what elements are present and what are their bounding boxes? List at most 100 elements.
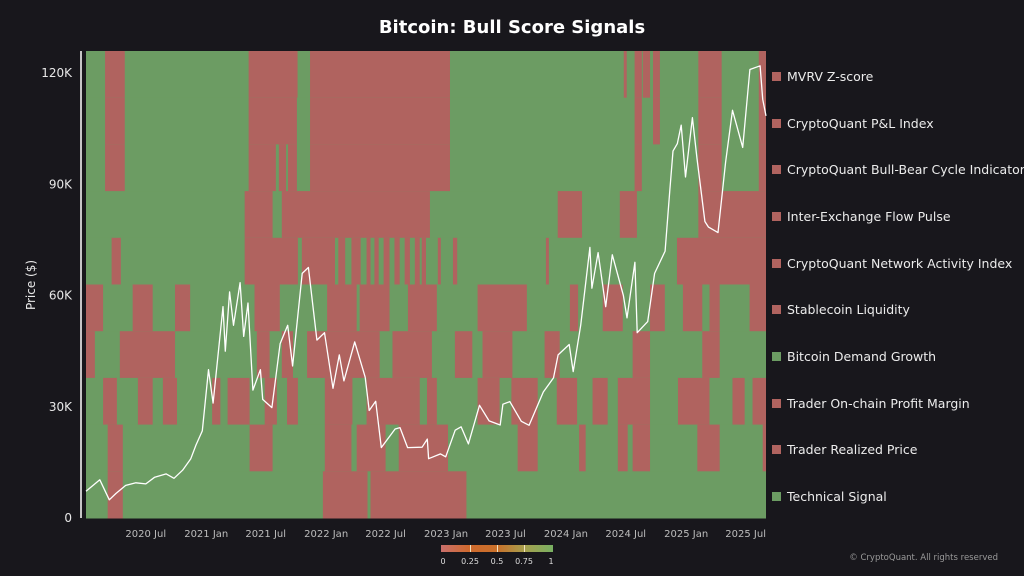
y-tick-label: 90K: [49, 177, 73, 191]
x-tick-label: 2021 Jul: [245, 529, 286, 540]
x-tick-label: 2025 Jul: [725, 529, 766, 540]
legend-marker: [772, 71, 781, 81]
legend-item[interactable]: CryptoQuant Bull-Bear Cycle Indicator: [772, 160, 1024, 180]
x-tick-label: 2024 Jan: [544, 529, 588, 540]
legend-label: CryptoQuant Bull-Bear Cycle Indicator: [787, 162, 1024, 178]
heatmap-cell: [758, 144, 766, 192]
legend-item[interactable]: Trader On-chain Profit Margin: [772, 393, 970, 413]
heatmap-cell: [254, 284, 280, 332]
heatmap-cell: [421, 237, 426, 285]
heatmap-cell: [322, 471, 368, 519]
heatmap-cell: [356, 424, 386, 472]
colorbar-tick-label: 0.25: [461, 557, 479, 566]
heatmap-cell: [414, 237, 420, 285]
legend-marker: [772, 305, 781, 315]
heatmap-cell: [374, 237, 379, 285]
heatmap-cell: [327, 284, 357, 332]
heatmap-cell: [351, 237, 361, 285]
heatmap-cell: [702, 331, 720, 379]
x-ticks: 2020 Jul 2021 Jan 2021 Jul 2022 Jan 2022 Jul…: [125, 529, 766, 540]
heatmap-cell: [86, 284, 104, 332]
heatmap-cell: [256, 331, 270, 379]
legend-label: CryptoQuant P&L Index: [787, 115, 934, 131]
heatmap-cell: [248, 97, 297, 145]
heatmap-cell: [301, 237, 336, 285]
heatmap-cell: [632, 331, 651, 379]
chart-title: Bitcoin: Bull Score Signals: [378, 17, 646, 38]
legend-item[interactable]: Bitcoin Demand Growth: [772, 347, 936, 367]
heatmap-cell: [383, 237, 390, 285]
legend-item[interactable]: Trader Realized Price: [772, 440, 917, 460]
legend-label: Stablecoin Liquidity: [787, 302, 910, 318]
heatmap-cell: [366, 237, 371, 285]
heatmap-cell: [392, 331, 432, 379]
price-line: [85, 65, 767, 501]
heatmap-cell: [366, 377, 420, 426]
y-tick-label: 60K: [49, 289, 73, 303]
legend-item[interactable]: CryptoQuant Network Activity Index: [772, 253, 1012, 273]
heatmap-cell: [86, 331, 95, 379]
heatmap-cell: [758, 51, 766, 99]
heatmap-cell: [137, 377, 153, 426]
heatmap-cell: [556, 377, 578, 426]
legend-item[interactable]: Stablecoin Liquidity: [772, 300, 910, 320]
heatmap-cell: [324, 424, 352, 472]
legend-marker: [772, 398, 781, 408]
heatmap-cell: [105, 97, 125, 145]
heatmap-cell: [248, 144, 276, 192]
y-tick-label: 0: [64, 511, 72, 525]
x-tick-label: 2023 Jul: [485, 529, 526, 540]
legend-label: Technical Signal: [787, 489, 887, 505]
heatmap-cell: [579, 424, 586, 472]
x-tick-label: 2022 Jan: [304, 529, 348, 540]
heatmap-cell: [511, 377, 538, 426]
x-tick-label: 2020 Jul: [125, 529, 166, 540]
colorbar-divider: [470, 545, 471, 552]
heatmap-cell: [676, 237, 766, 285]
x-tick-label: 2021 Jan: [184, 529, 228, 540]
heatmap-cell: [517, 424, 538, 472]
legend-label: Inter-Exchange Flow Pulse: [787, 208, 951, 224]
legend-item[interactable]: Technical Signal: [772, 487, 887, 507]
heatmap-cell: [650, 284, 665, 332]
heatmap-cell: [477, 377, 500, 426]
heatmap-cell: [278, 144, 287, 192]
heatmap-cell: [682, 284, 703, 332]
legend-marker: [772, 352, 781, 362]
heatmap-row-bg: [86, 377, 766, 426]
heatmap-cell: [617, 377, 651, 426]
x-tick-label: 2024 Jul: [605, 529, 646, 540]
heatmap-cell: [623, 51, 627, 99]
legend-label: MVRV Z-score: [787, 68, 874, 84]
heatmap-cell: [307, 331, 380, 379]
heatmap-cell: [677, 377, 710, 426]
heatmap-cell: [227, 377, 250, 426]
legend-item[interactable]: Inter-Exchange Flow Pulse: [772, 206, 951, 226]
heatmap: [86, 51, 766, 519]
legend-item[interactable]: CryptoQuant P&L Index: [772, 113, 934, 133]
legend-marker: [772, 492, 781, 502]
heatmap-cell: [310, 51, 450, 99]
heatmap-cell: [404, 237, 410, 285]
legend-label: Bitcoin Demand Growth: [787, 349, 937, 365]
heatmap-cell: [248, 51, 298, 99]
heatmap-cell: [437, 237, 441, 285]
heatmap-cell: [119, 331, 176, 379]
colorbar-divider: [497, 545, 498, 552]
heatmap-cell: [426, 377, 437, 426]
heatmap-cell: [544, 331, 560, 379]
heatmap-cell: [244, 237, 298, 285]
heatmap-cell: [281, 331, 293, 379]
x-tick-label: 2025 Jan: [664, 529, 708, 540]
x-tick-label: 2023 Jan: [424, 529, 468, 540]
heatmap-cell: [758, 97, 766, 145]
heatmap-cell: [617, 424, 628, 472]
heatmap-cell: [632, 424, 651, 472]
heatmap-cell: [407, 284, 437, 332]
heatmap-cell: [212, 377, 221, 426]
heatmap-cell: [281, 191, 430, 239]
heatmap-cell: [454, 331, 473, 379]
legend-item[interactable]: MVRV Z-score: [772, 66, 873, 86]
heatmap-cell: [244, 191, 273, 239]
